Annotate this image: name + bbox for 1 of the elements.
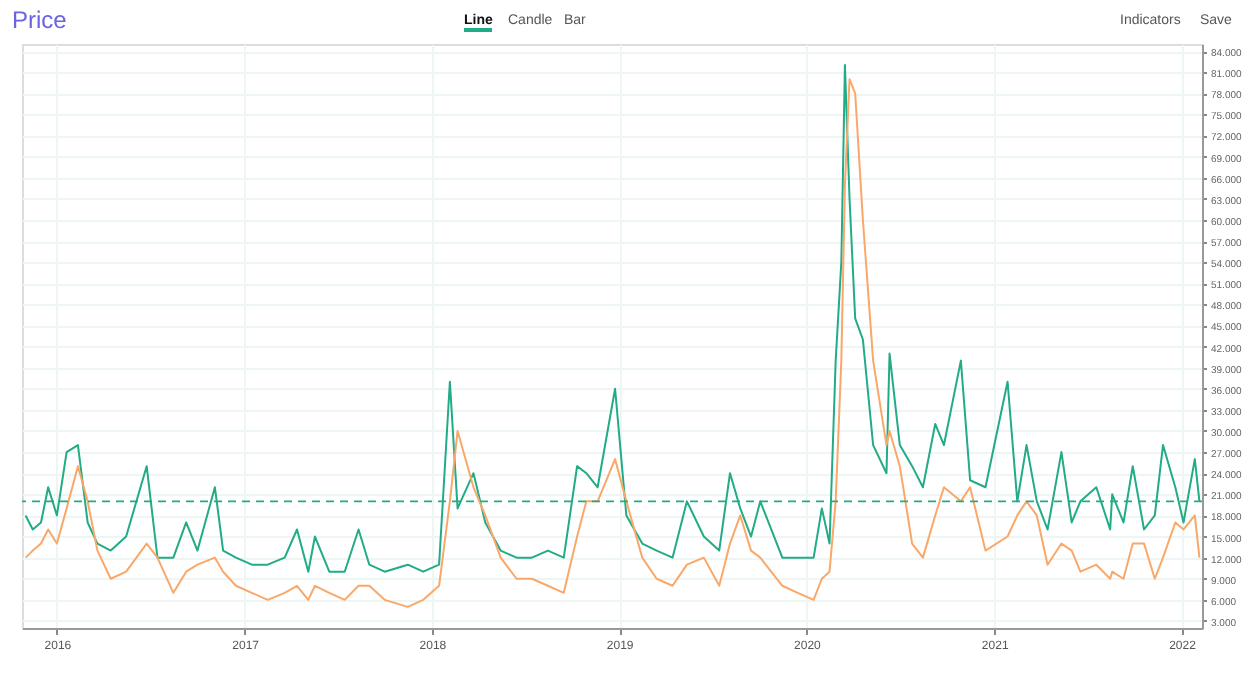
chart-title: Price	[12, 6, 67, 34]
